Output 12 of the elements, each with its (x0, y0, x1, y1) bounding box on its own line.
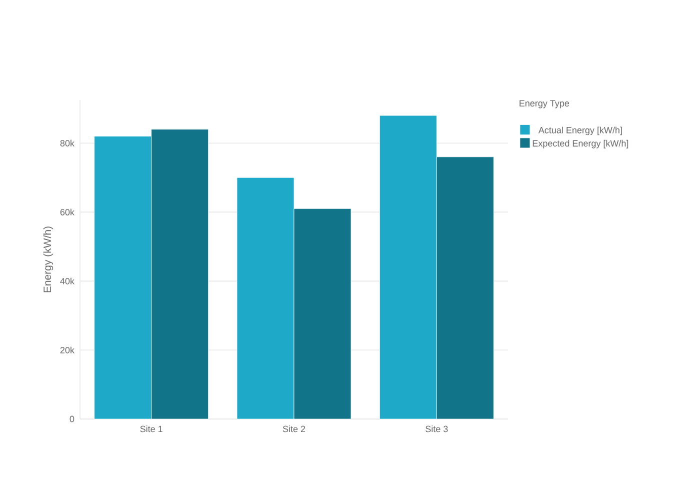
legend-title: Energy Type (520, 100, 570, 108)
y-tick-label: 60k (60, 208, 74, 216)
legend-label: Actual Energy [kW/h] (538, 126, 622, 136)
x-tick-label: Site 3 (426, 426, 448, 432)
y-tick-label: 40k (60, 278, 74, 284)
x-tick-label: Site 1 (140, 426, 162, 432)
y-tick-label: 80k (60, 140, 74, 146)
y-tick-label: 0 (70, 416, 74, 422)
y-tick-label: 20k (60, 346, 74, 354)
x-tick-label: Site 2 (282, 426, 306, 432)
legend-label: Expected Energy [kW/h] (532, 140, 628, 148)
y-axis-title: Energy (kW/h) (43, 226, 54, 292)
